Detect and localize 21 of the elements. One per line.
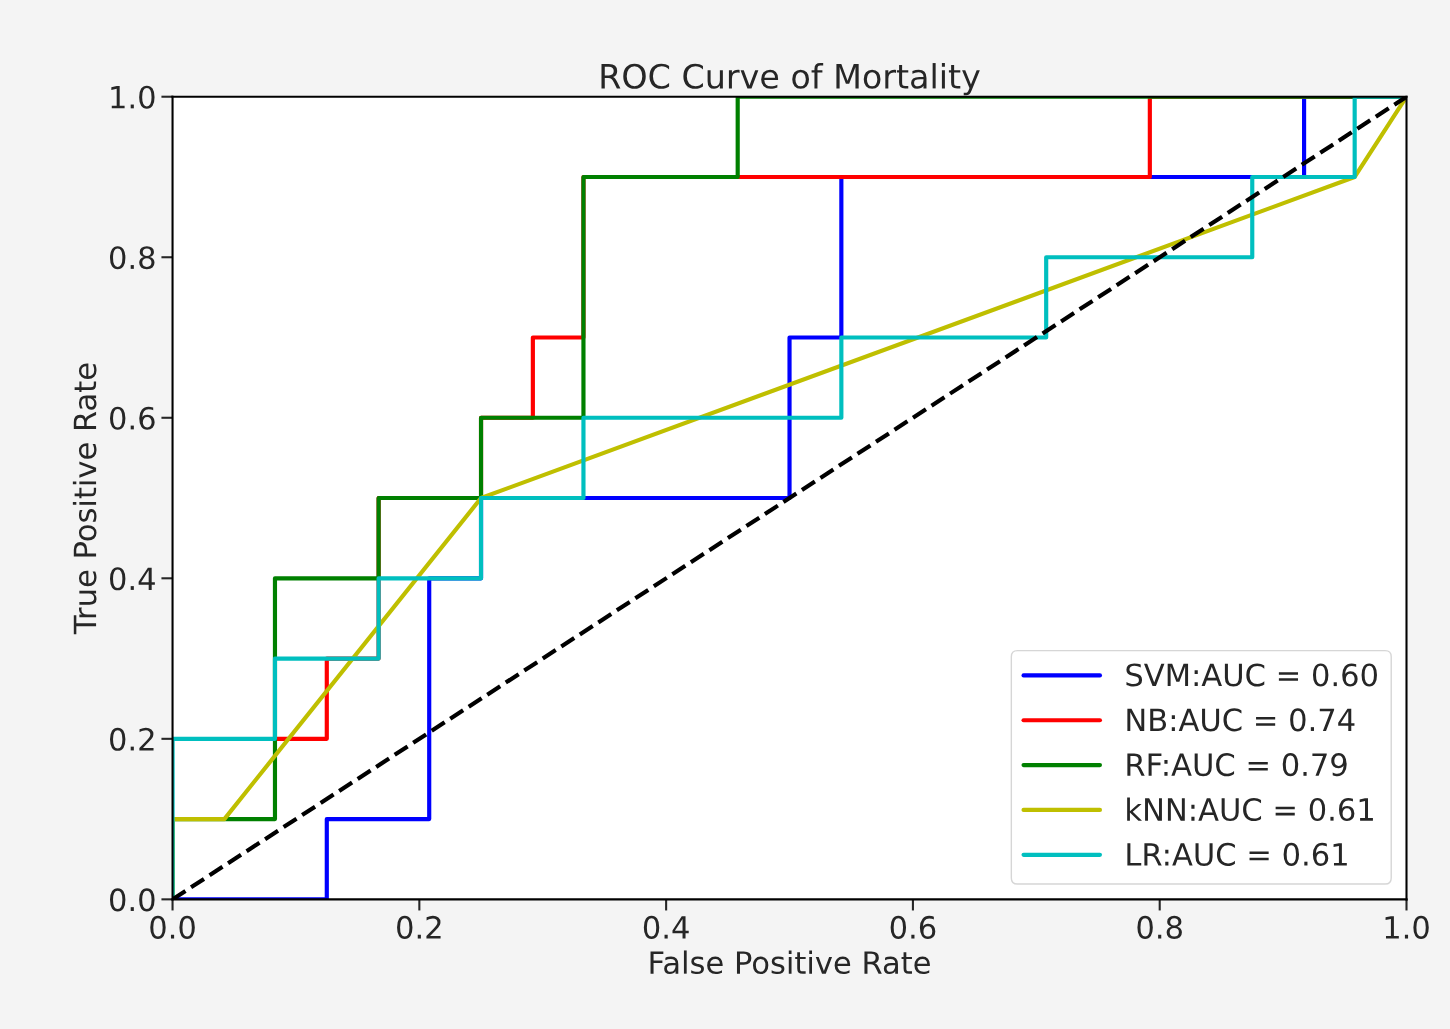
legend-label: RF:AUC = 0.79: [1127, 753, 1347, 777]
x-axis-title: False Positive Rate: [650, 950, 930, 975]
x-tick-label: 0.4: [643, 915, 689, 939]
y-tick-label: 0.8: [110, 246, 155, 270]
x-tick-label: 0.0: [150, 915, 195, 939]
y-tick-label: 0.2: [110, 727, 154, 751]
legend-label: SVM:AUC = 0.60: [1126, 663, 1377, 687]
x-tick-label: 0.6: [890, 915, 936, 939]
x-tick-label: 0.8: [1137, 915, 1182, 939]
y-tick-label: 0.4: [110, 567, 155, 591]
x-tick-label: 1.0: [1385, 915, 1429, 939]
legend-label: NB:AUC = 0.74: [1127, 708, 1355, 732]
x-tick-label: 0.2: [397, 915, 441, 939]
legend-label: LR:AUC = 0.61: [1127, 842, 1347, 866]
chart-title: ROC Curve of Mortality: [601, 63, 980, 96]
y-tick-label: 0.6: [110, 406, 155, 430]
y-tick-label: 0.0: [110, 888, 155, 912]
y-axis-title: True Positive Rate: [72, 363, 97, 635]
y-tick-label: 1.0: [111, 85, 155, 109]
legend-label: kNN:AUC = 0.61: [1127, 797, 1373, 822]
line-series: [172, 96, 1407, 900]
